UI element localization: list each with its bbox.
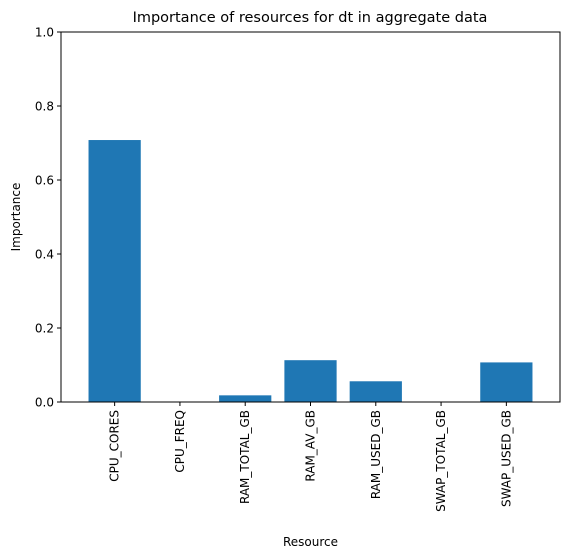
x-tick-label: RAM_AV_GB (304, 410, 318, 482)
bars-group (88, 140, 533, 403)
chart-title: Importance of resources for dt in aggreg… (133, 10, 488, 26)
y-tick-label: 0.4 (35, 248, 54, 262)
bar-ram-av-gb (284, 360, 337, 402)
bar-cpu-cores (88, 140, 141, 403)
x-tick-label: SWAP_USED_GB (499, 410, 513, 507)
x-tick-label: RAM_TOTAL_GB (238, 410, 252, 504)
x-tick-label: RAM_USED_GB (369, 410, 383, 499)
bar-ram-total-gb (219, 395, 272, 402)
y-tick-label: 0.0 (35, 396, 54, 410)
y-tick-label: 0.8 (35, 100, 54, 114)
y-tick-label: 0.2 (35, 322, 54, 336)
x-axis-ticks: CPU_CORES CPU_FREQ RAM_TOTAL_GB RAM_AV_GB RA… (108, 402, 513, 512)
y-tick-label: 1.0 (35, 26, 54, 40)
y-tick-label: 0.6 (35, 174, 54, 188)
y-axis-ticks: 0.0 0.2 0.4 0.6 0.8 1.0 (35, 26, 61, 410)
x-tick-label: CPU_FREQ (173, 410, 187, 473)
y-axis-label: Importance (9, 183, 23, 252)
bar-ram-used-gb (349, 381, 402, 402)
bar-swap-used-gb (480, 362, 533, 402)
x-tick-label: CPU_CORES (108, 410, 122, 482)
x-axis-label: Resource (283, 535, 338, 549)
plot-frame (60, 31, 561, 403)
x-tick-label: SWAP_TOTAL_GB (434, 410, 448, 512)
